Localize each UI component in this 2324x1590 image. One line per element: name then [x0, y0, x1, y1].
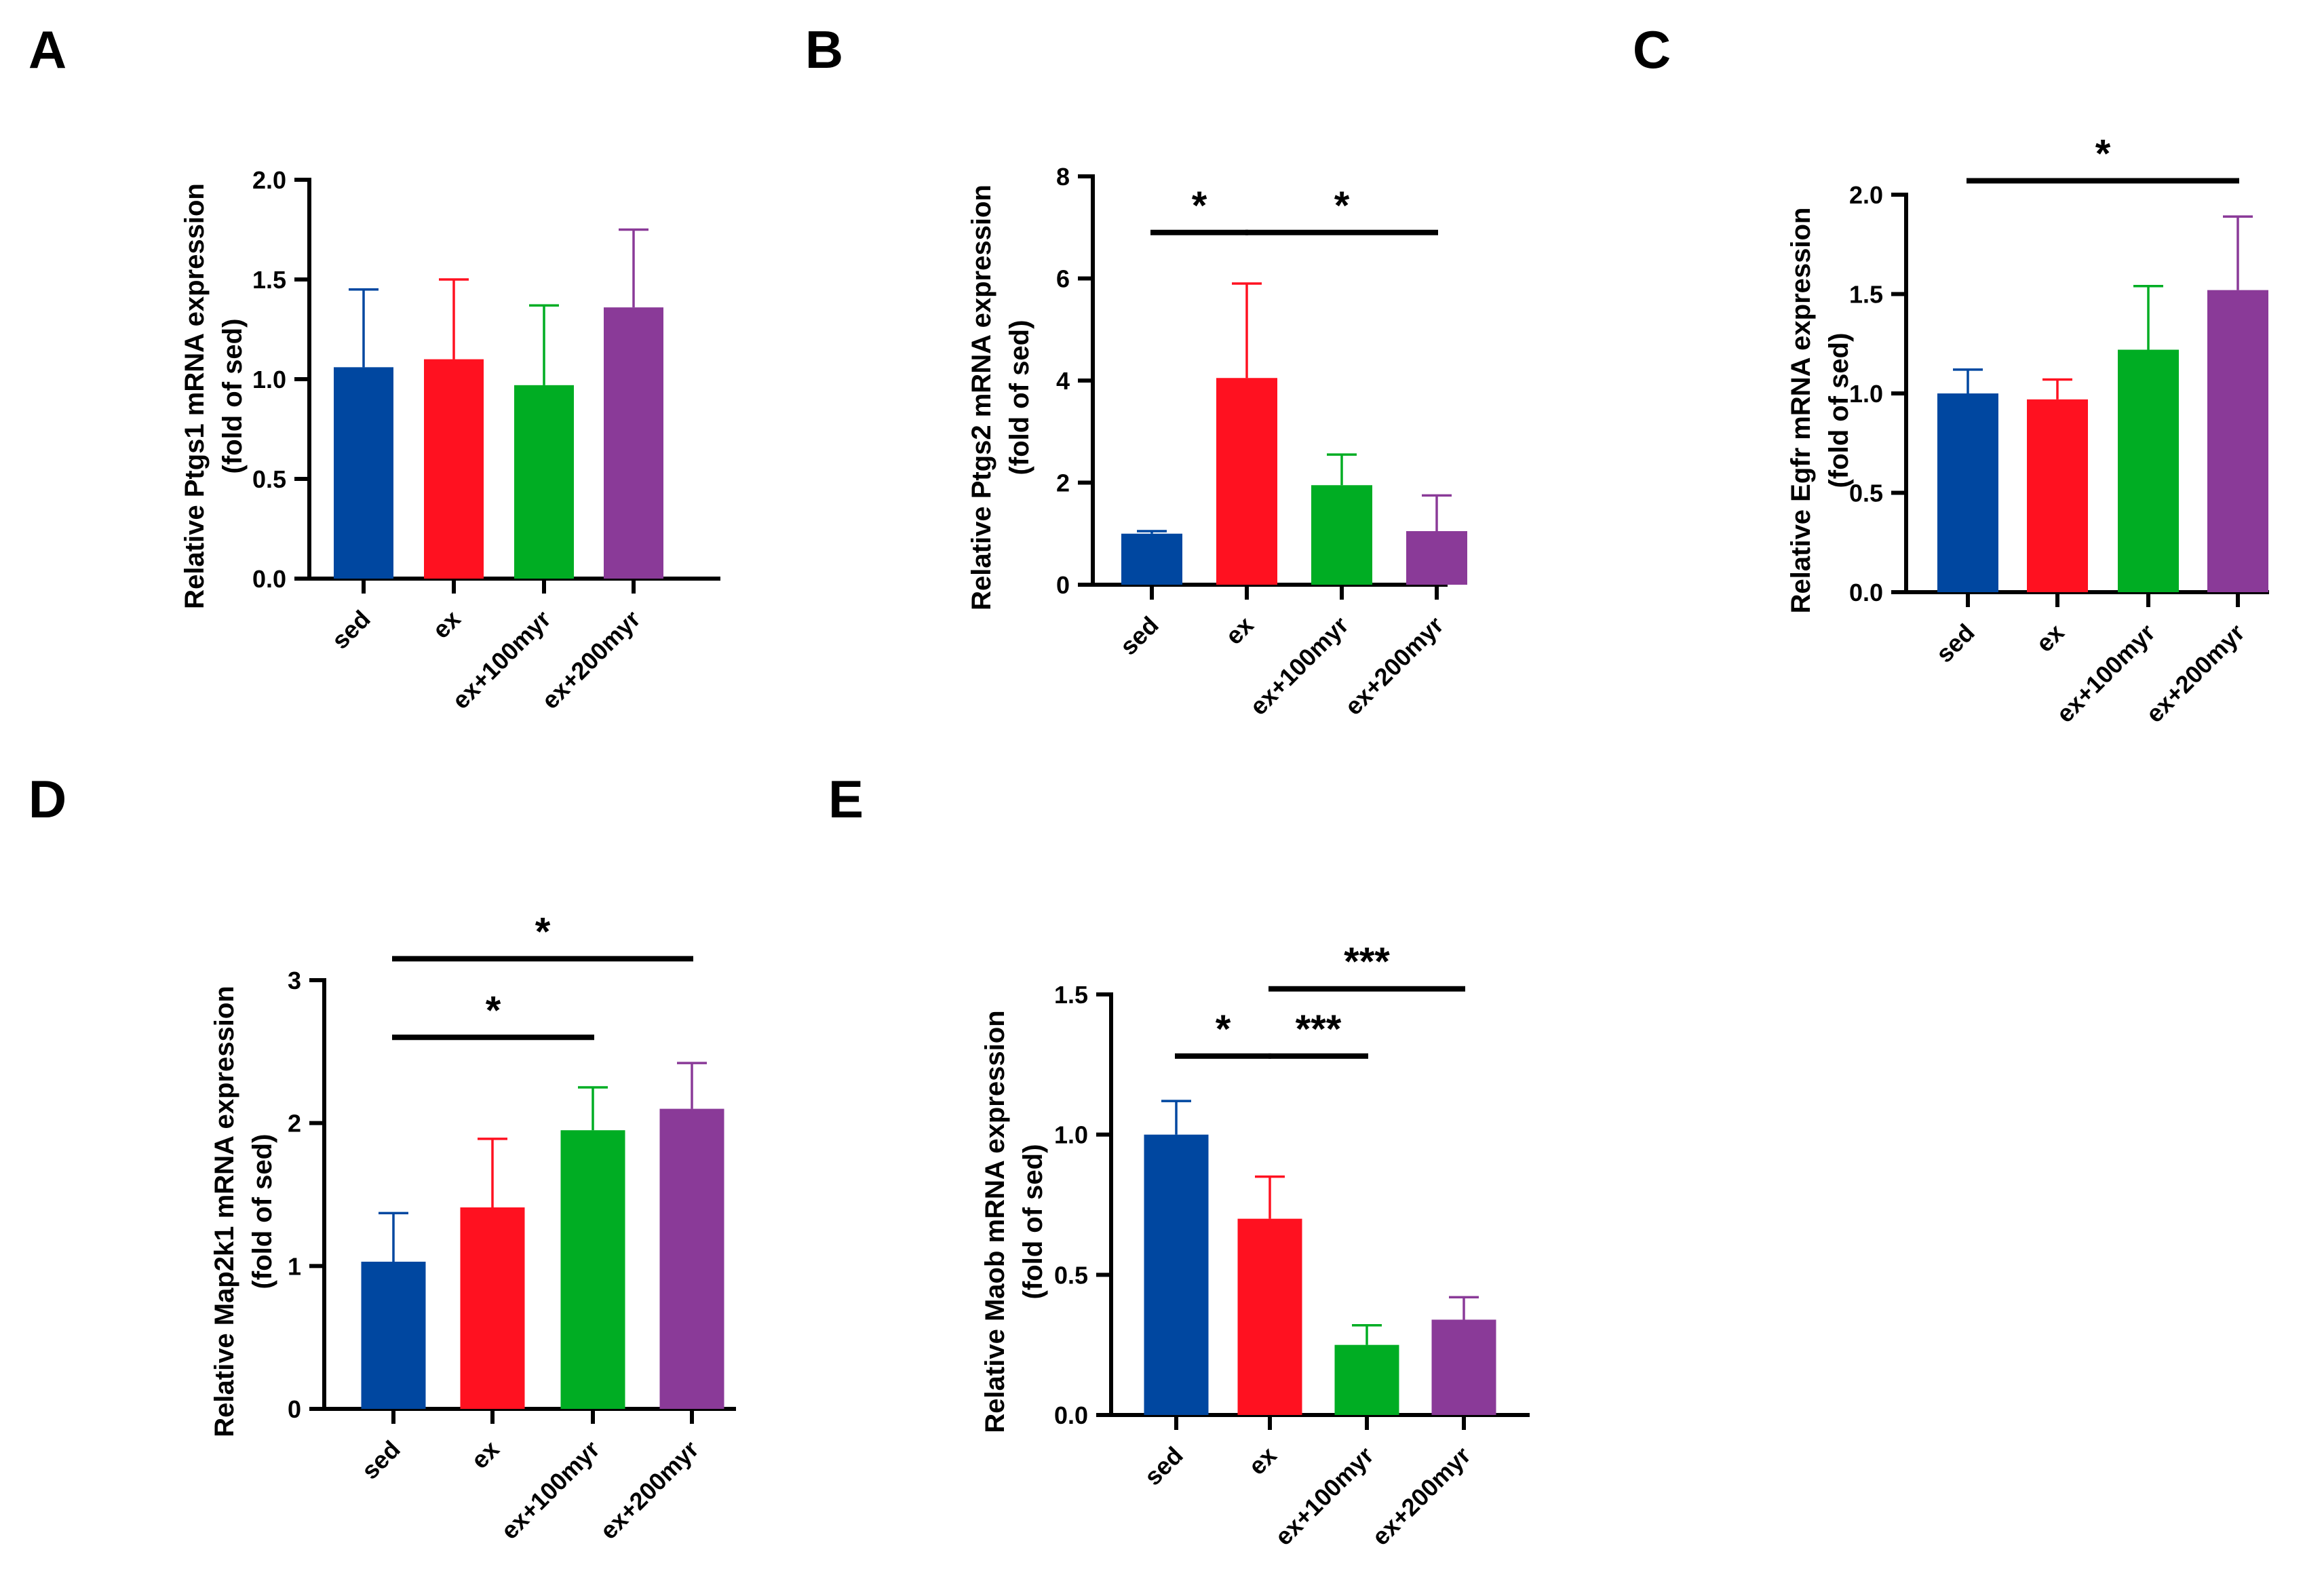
y-tick-label: 2.0 [252, 166, 286, 194]
bar [560, 1130, 625, 1409]
y-axis-label: (fold of sed) [1824, 333, 1854, 488]
y-tick-label: 1.0 [252, 366, 286, 393]
x-tick-label: sed [1115, 611, 1164, 661]
panel-D: D 0 1 2 3 Relative Map2k1 mRNA expression (fol… [28, 769, 736, 1545]
y-tick-label: 0.0 [252, 565, 286, 593]
bar [2027, 399, 2088, 592]
x-tick-label: ex+200myr [1366, 1441, 1475, 1551]
y-tick-label: 0.5 [1849, 480, 1883, 507]
bar [460, 1207, 525, 1409]
y-tick-label: 0.0 [1054, 1401, 1088, 1429]
bar [2118, 349, 2179, 592]
bar [1237, 1218, 1302, 1415]
y-axis-label: (fold of sed) [1005, 320, 1034, 476]
significance-label: * [535, 910, 551, 954]
bar [361, 1262, 426, 1409]
y-axis-label: Relative Egfr mRNA expression [1786, 208, 1816, 614]
bar [1311, 485, 1372, 585]
y-tick-label: 1.5 [252, 266, 286, 294]
y-tick-label: 1 [288, 1252, 301, 1280]
x-tick-label: ex+200myr [1339, 611, 1448, 720]
x-tick-label: sed [326, 605, 376, 655]
y-tick-label: 8 [1056, 163, 1070, 191]
y-tick-label: 2 [288, 1110, 301, 1138]
bar [1334, 1344, 1399, 1415]
y-tick-label: 0.0 [1849, 579, 1883, 606]
bar [604, 307, 663, 579]
y-axis-label: (fold of sed) [248, 1134, 277, 1290]
x-tick-label: ex+100myr [1244, 611, 1353, 720]
y-tick-label: 0 [288, 1395, 301, 1423]
y-tick-label: 4 [1056, 367, 1070, 395]
x-tick-label: ex [1243, 1441, 1281, 1480]
y-tick-label: 0.5 [252, 465, 286, 493]
bar [514, 385, 574, 579]
bar [1144, 1134, 1209, 1415]
significance-label: * [486, 988, 501, 1032]
y-axis-label: (fold of sed) [1018, 1144, 1048, 1300]
significance-label: *** [1344, 940, 1390, 984]
panel-letter: E [828, 769, 864, 829]
y-tick-label: 0.5 [1054, 1261, 1088, 1289]
y-tick-label: 1.0 [1849, 380, 1883, 408]
bar [1406, 530, 1467, 585]
y-tick-label: 3 [288, 967, 301, 994]
bar [424, 359, 484, 579]
x-tick-label: sed [1931, 619, 1980, 668]
bar [1431, 1319, 1496, 1415]
x-tick-label: ex+100myr [495, 1435, 604, 1545]
y-tick-label: 2.0 [1849, 181, 1883, 209]
x-tick-label: sed [1139, 1441, 1188, 1491]
bar [2207, 290, 2268, 592]
x-tick-label: sed [356, 1435, 406, 1485]
x-tick-label: ex [427, 605, 465, 644]
significance-label: * [1192, 184, 1207, 228]
y-axis-label: Relative Ptgs1 mRNA expression [180, 183, 210, 609]
y-axis-label: Relative Map2k1 mRNA expression [210, 986, 239, 1437]
bar [334, 367, 393, 579]
y-tick-label: 2 [1056, 469, 1070, 497]
panel-E: E 0.0 0.5 1.0 1.5 Relative Maob mRNA expressi… [828, 769, 1530, 1551]
x-tick-label: ex+100myr [1269, 1441, 1378, 1551]
x-tick-label: ex+200myr [594, 1435, 703, 1545]
x-tick-label: ex [2030, 619, 2069, 657]
panel-C: C 0.0 0.5 1.0 1.5 2.0 Relative Egfr mRNA expre… [1633, 20, 2269, 728]
y-tick-label: 1.5 [1054, 981, 1088, 1009]
panel-letter: C [1633, 20, 1671, 79]
x-tick-label: ex [465, 1435, 504, 1474]
y-axis-label: (fold of sed) [218, 319, 248, 474]
x-tick-label: ex [1220, 611, 1258, 650]
bar [1937, 393, 1998, 592]
bar [659, 1108, 724, 1409]
panel-B: B 0 2 4 6 8 Relative Ptgs2 mRNA expression (fol… [805, 20, 1467, 720]
y-tick-label: 1.0 [1054, 1121, 1088, 1149]
y-tick-label: 1.5 [1849, 281, 1883, 309]
bar [1216, 378, 1277, 585]
significance-label: * [2095, 132, 2111, 176]
y-axis-label: Relative Ptgs2 mRNA expression [967, 185, 996, 610]
panel-A: A 0.0 0.5 1.0 1.5 2.0 Relative Ptgs1 mRNA expr… [28, 20, 720, 714]
y-tick-label: 0 [1056, 571, 1070, 599]
panel-letter: A [28, 20, 66, 79]
y-tick-label: 6 [1056, 265, 1070, 293]
panel-letter: B [805, 20, 843, 79]
bar [1121, 533, 1182, 585]
significance-label: * [1334, 184, 1350, 228]
y-axis-label: Relative Maob mRNA expression [980, 1010, 1010, 1433]
significance-label: * [1216, 1007, 1231, 1051]
significance-label: *** [1296, 1007, 1342, 1051]
panel-letter: D [28, 769, 66, 829]
